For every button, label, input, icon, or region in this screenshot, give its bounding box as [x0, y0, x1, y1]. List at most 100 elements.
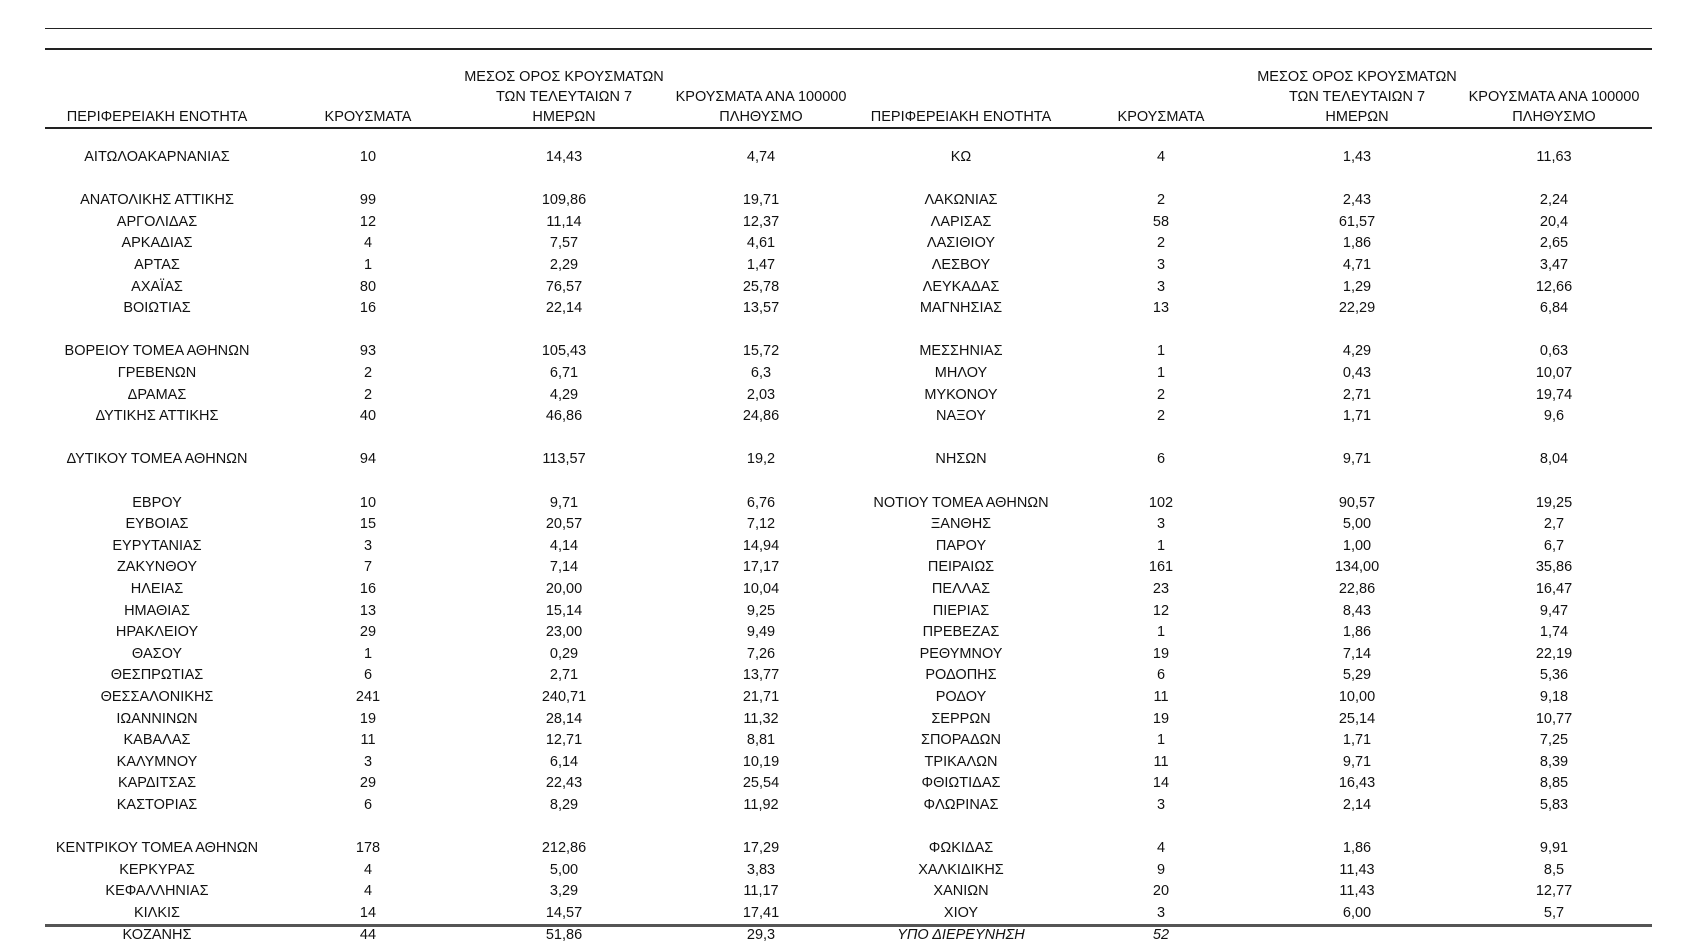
- cell-cases: 2: [1156, 408, 1166, 425]
- cell-region: ΑΡΓΟΛΙΔΑΣ: [116, 213, 198, 230]
- cell-region: ΣΕΡΡΩΝ: [931, 710, 991, 727]
- cell-cases: 4: [363, 235, 373, 252]
- cell-avg-cases-7d: 9,71: [1342, 753, 1372, 770]
- cell-avg-cases-7d: 10,00: [1338, 689, 1376, 705]
- cell-cases-per-100k: 20,4: [1539, 213, 1569, 230]
- cell-avg-cases-7d: 105,43: [541, 343, 587, 360]
- cell-cases: 11: [360, 732, 376, 749]
- cell-cases-per-100k: 4,61: [746, 235, 776, 252]
- cell-region: ΘΕΣΠΡΩΤΙΑΣ: [110, 667, 204, 684]
- cell-cases-per-100k: 3,83: [746, 861, 776, 878]
- cell-avg-cases-7d: 2,14: [1342, 797, 1372, 813]
- cell-avg-cases-7d: 61,57: [1338, 213, 1376, 230]
- cell-cases: 16: [359, 300, 377, 317]
- cell-region: ΠΕΙΡΑΙΩΣ: [927, 559, 995, 576]
- cell-region: ΚΕΡΚΥΡΑΣ: [119, 861, 195, 878]
- cell-avg-cases-7d: 14,57: [545, 905, 583, 921]
- cell-cases-per-100k: 2,03: [746, 386, 776, 403]
- header-cases: ΚΡΟΥΣΜΑΤΑ: [324, 109, 412, 125]
- cell-avg-cases-7d: 2,71: [1342, 386, 1372, 403]
- cell-cases: 3: [1156, 257, 1166, 273]
- cell-cases: 23: [1152, 581, 1170, 597]
- cell-cases: 1: [1156, 365, 1166, 381]
- cell-cases-per-100k: 8,85: [1539, 775, 1569, 792]
- cell-avg-cases-7d: 5,00: [549, 861, 579, 878]
- cell-region: ΘΕΣΣΑΛΟΝΙΚΗΣ: [100, 689, 214, 705]
- cell-cases-per-100k: 19,25: [1535, 494, 1573, 511]
- cell-cases-per-100k: 19,2: [746, 451, 776, 468]
- cell-avg-cases-7d: 16,43: [1338, 775, 1376, 792]
- cell-avg-cases-7d: 76,57: [545, 278, 583, 295]
- cell-cases-per-100k: 13,77: [742, 667, 780, 684]
- cell-region: ΙΩΑΝΝΙΝΩΝ: [116, 710, 198, 727]
- cell-region: ΚΕΝΤΡΙΚΟΥ ΤΟΜΕΑ ΑΘΗΝΩΝ: [55, 840, 259, 857]
- cell-cases-per-100k: 10,07: [1535, 365, 1573, 381]
- cell-cases-per-100k: 25,54: [742, 775, 780, 792]
- cell-avg-cases-7d: 5,00: [1342, 516, 1372, 533]
- cell-avg-cases-7d: 22,14: [545, 300, 583, 317]
- cell-cases-per-100k: 19,71: [742, 192, 780, 209]
- header-avg-cases-7d: ΤΩΝ ΤΕΛΕΥΤΑΙΩΝ 7: [1288, 89, 1426, 105]
- cell-region: ΣΠΟΡΑΔΩΝ: [921, 732, 1001, 749]
- cell-avg-cases-7d: 8,43: [1342, 602, 1372, 619]
- cell-avg-cases-7d: 7,14: [549, 559, 579, 576]
- cell-avg-cases-7d: 23,00: [545, 624, 583, 641]
- cell-avg-cases-7d: 22,43: [545, 775, 583, 792]
- cell-cases-per-100k: 3,47: [1539, 257, 1569, 273]
- cell-cases-per-100k: 9,91: [1539, 840, 1569, 857]
- cell-region: ΡΕΘΥΜΝΟΥ: [919, 645, 1003, 662]
- cell-cases: 6: [363, 667, 373, 684]
- cell-cases: 6: [1156, 451, 1166, 468]
- cell-avg-cases-7d: 11,43: [1339, 861, 1375, 878]
- cell-region: ΛΕΣΒΟΥ: [931, 257, 991, 273]
- cell-region: ΑΧΑΪΑΣ: [131, 278, 183, 295]
- cell-avg-cases-7d: 7,57: [549, 235, 579, 252]
- cell-region: ΚΙΛΚΙΣ: [133, 905, 181, 921]
- cell-region: ΠΑΡΟΥ: [935, 537, 987, 554]
- cell-region: ΑΡΚΑΔΙΑΣ: [121, 235, 193, 252]
- cell-cases: 94: [359, 451, 377, 468]
- cell-region: ΝΑΞΟΥ: [935, 408, 987, 425]
- cell-avg-cases-7d: 134,00: [1334, 559, 1380, 576]
- cell-cases-per-100k: 2,7: [1543, 516, 1565, 533]
- cell-cases-per-100k: 5,7: [1543, 905, 1565, 921]
- header-cases: ΚΡΟΥΣΜΑΤΑ: [1117, 109, 1205, 125]
- cell-cases-per-100k: 1,74: [1539, 624, 1569, 641]
- cell-region: ΝΗΣΩΝ: [935, 451, 987, 468]
- top-rule: [45, 28, 1652, 29]
- cell-region: ΕΥΒΟΙΑΣ: [125, 516, 189, 533]
- cell-cases-per-100k: 8,81: [746, 732, 776, 749]
- cell-cases: 13: [1152, 300, 1170, 317]
- cell-cases: 3: [363, 537, 373, 554]
- cell-avg-cases-7d: 22,29: [1338, 300, 1376, 317]
- cell-region: ΜΑΓΝΗΣΙΑΣ: [919, 300, 1003, 317]
- cell-cases-per-100k: 5,36: [1539, 667, 1569, 684]
- cell-avg-cases-7d: 20,57: [545, 516, 583, 533]
- cell-cases: 14: [359, 905, 377, 921]
- cell-cases-per-100k: 9,25: [746, 602, 776, 619]
- header-cases-per-100k: ΚΡΟΥΣΜΑΤΑ ΑΝΑ 100000: [1468, 89, 1640, 105]
- cell-cases-per-100k: 21,71: [742, 689, 780, 705]
- cell-region: ΧΙΟΥ: [943, 905, 979, 921]
- cell-cases-per-100k: 11,32: [743, 710, 779, 727]
- cell-avg-cases-7d: 1,86: [1342, 840, 1372, 857]
- cell-cases-per-100k: 12,37: [742, 213, 780, 230]
- cell-region: ΑΝΑΤΟΛΙΚΗΣ ΑΤΤΙΚΗΣ: [80, 192, 234, 209]
- cell-avg-cases-7d: 6,71: [549, 365, 579, 381]
- cell-cases: 29: [359, 624, 377, 641]
- cell-avg-cases-7d: 0,29: [549, 645, 579, 662]
- cell-cases: 2: [1156, 386, 1166, 403]
- cell-region: ΘΑΣΟΥ: [131, 645, 183, 662]
- cell-cases: 1: [1156, 537, 1166, 554]
- cell-region: ΞΑΝΘΗΣ: [930, 516, 992, 533]
- header-cases-per-100k: ΚΡΟΥΣΜΑΤΑ ΑΝΑ 100000: [675, 89, 847, 105]
- cell-region: ΗΡΑΚΛΕΙΟΥ: [115, 624, 199, 641]
- cell-cases: 13: [359, 602, 377, 619]
- cell-cases-per-100k: 6,3: [750, 365, 772, 381]
- cell-cases: 12: [1152, 602, 1170, 619]
- header-cases-per-100k: ΠΛΗΘΥΣΜΟ: [719, 109, 803, 125]
- cell-avg-cases-7d: 0,43: [1342, 365, 1372, 381]
- cell-avg-cases-7d: 4,29: [549, 386, 579, 403]
- cell-cases: 3: [1156, 516, 1166, 533]
- cell-cases: 80: [359, 278, 377, 295]
